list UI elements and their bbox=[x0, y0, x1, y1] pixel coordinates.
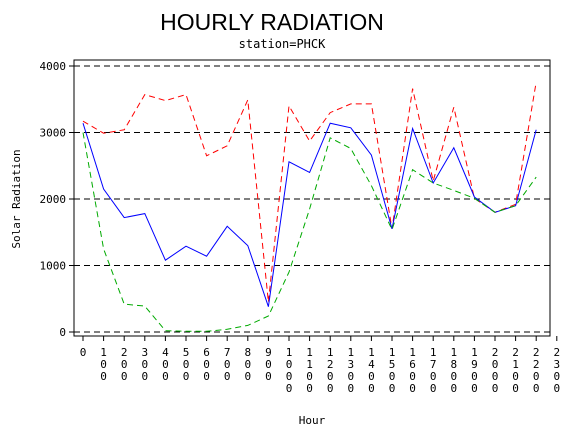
x-axis-label: Hour bbox=[299, 414, 326, 427]
plot-frame bbox=[73, 59, 551, 337]
data-series bbox=[82, 81, 537, 332]
series-line-2 bbox=[82, 122, 537, 307]
x-axis: 0 1 0 0 2 0 0 3 0 0 4 0 0 5 0 0 6 0 0 7 0 0 8 0 0 9 0 0 1 0 0 0 1 1 0 0 1 2 0 0… bbox=[80, 336, 560, 395]
y-tick-label-1000: 1000 bbox=[40, 260, 67, 273]
chart-subtitle: station=PHCK bbox=[239, 37, 326, 51]
x-tick-label-0: 0 bbox=[80, 346, 87, 359]
y-tick-label-4000: 4000 bbox=[40, 60, 67, 73]
y-tick-label-2000: 2000 bbox=[40, 193, 67, 206]
y-tick-label-3000: 3000 bbox=[40, 127, 67, 140]
series-line-3 bbox=[82, 132, 537, 332]
y-tick-label-0: 0 bbox=[59, 326, 66, 339]
y-axis-label: Solar Radiation bbox=[10, 149, 23, 248]
chart-title: HOURLY RADIATION bbox=[160, 9, 384, 35]
y-axis: 0 1000 2000 3000 4000 bbox=[40, 60, 74, 339]
